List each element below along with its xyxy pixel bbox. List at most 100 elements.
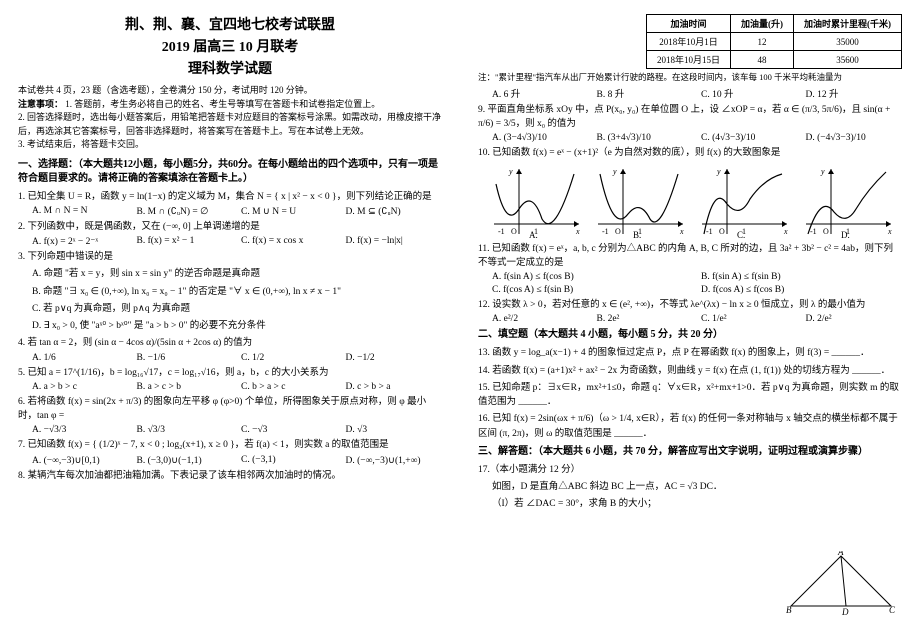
svg-text:y: y <box>612 167 617 176</box>
q8-opts: A. 6 升 B. 8 升 C. 10 升 D. 12 升 <box>492 86 902 100</box>
q6-d: D. √3 <box>346 425 443 435</box>
th-mileage: 加油时累计里程(千米) <box>794 15 902 33</box>
svg-text:-1: -1 <box>602 227 609 236</box>
q7-d: D. (−∞,−3)∪(1,+∞) <box>346 455 443 466</box>
q4-a: A. 1/6 <box>32 353 129 363</box>
instructions: 本试卷共 4 页，23 题（含选考题），全卷满分 150 分，考试用时 120 … <box>18 84 442 152</box>
q12-a: A. e²/2 <box>492 314 589 324</box>
q8-b: B. 8 升 <box>597 86 694 100</box>
q9-opts: A. (3−4√3)/10 B. (3+4√3)/10 C. (4√3−3)/1… <box>492 133 902 143</box>
title-line1: 荆、荆、襄、宜四地七校考试联盟 <box>18 14 442 34</box>
q14: 14. 若函数 f(x) = (a+1)x² + ax² − 2x 为奇函数，则… <box>478 364 902 378</box>
q2-opts: A. f(x) = 2ˣ − 2⁻ˣ B. f(x) = x² − 1 C. f… <box>32 236 442 247</box>
svg-text:A: A <box>837 551 844 557</box>
q5-stem: 5. 已知 a = 17^(1/16)，b = log₁₆√17，c = log… <box>18 366 442 380</box>
svg-text:x: x <box>783 227 788 236</box>
q6-b: B. √3/3 <box>137 425 234 435</box>
q9-b: B. (3+4√3)/10 <box>597 133 694 143</box>
svg-text:x: x <box>575 227 580 236</box>
q8-c: C. 10 升 <box>701 86 798 100</box>
svg-text:B: B <box>786 605 792 615</box>
left-column: 荆、荆、襄、宜四地七校考试联盟 2019 届高三 10 月联考 理科数学试题 本… <box>0 0 460 630</box>
q11-b: B. f(sin A) ≤ f(sin B) <box>701 272 902 282</box>
q3-d: D. ∃ x₀ > 0, 使 "aˣ⁰ > bˣ⁰" 是 "a > b > 0"… <box>32 319 442 333</box>
q13: 13. 函数 y = log_a(x−1) + 4 的图象恒过定点 P，点 P … <box>478 346 902 360</box>
q9-d: D. (−4√3−3)/10 <box>806 133 903 143</box>
q8-d: D. 12 升 <box>806 86 903 100</box>
q17-header: 17.（本小题满分 12 分） <box>478 463 902 477</box>
svg-text:O: O <box>615 227 621 236</box>
section3-title: 三、解答题：（本大题共 6 小题，共 70 分，解答应写出文字说明，证明过程或演… <box>478 445 902 459</box>
q12-stem: 12. 设实数 λ > 0，若对任意的 x ∈ (e², +∞)，不等式 λe^… <box>478 298 902 312</box>
q1-b: B. M ∩ (∁ᵤN) = ∅ <box>137 206 234 217</box>
q17-sub: （I）若 ∠DAC = 30°，求角 B 的大小； <box>492 497 902 511</box>
q11-a: A. f(sin A) ≤ f(cos B) <box>492 272 693 282</box>
q5-c: C. b > a > c <box>241 382 338 392</box>
r1c3: 35000 <box>794 33 902 51</box>
q1-opts: A. M ∩ N = N B. M ∩ (∁ᵤN) = ∅ C. M ∪ N =… <box>32 206 442 217</box>
q10-stem: 10. 已知函数 f(x) = eˣ − (x+1)²（e 为自然对数的底），则… <box>478 146 902 160</box>
q6-c: C. −√3 <box>241 425 338 435</box>
svg-text:-1: -1 <box>810 227 817 236</box>
q11-stem: 11. 已知函数 f(x) = eˣ，a, b, c 分别为△ABC 的内角 A… <box>478 242 902 271</box>
q9-a: A. (3−4√3)/10 <box>492 133 589 143</box>
section1-title: 一、选择题：（本大题共12小题，每小题5分，共60分。在每小题给出的四个选项中，… <box>18 158 442 186</box>
instr-2: 2. 回答选择题时，选出每小题答案后，用铅笔把答题卡对应题目的答案标号涂黑。如需… <box>18 111 442 138</box>
q11-d: D. f(cos A) ≤ f(cos B) <box>701 285 902 295</box>
title-line2: 2019 届高三 10 月联考 <box>18 36 442 56</box>
q11-opts2: C. f(cos A) ≤ f(sin B) D. f(cos A) ≤ f(c… <box>492 285 902 295</box>
q8-note: 注："累计里程"指汽车从出厂开始累计行驶的路程。在这段时间内，该车每 100 千… <box>478 72 902 84</box>
svg-text:O: O <box>719 227 725 236</box>
q2-a: A. f(x) = 2ˣ − 2⁻ˣ <box>32 236 129 247</box>
right-column: 加油时间 加油量(升) 加油时累计里程(千米) 2018年10月1日 12 35… <box>460 0 920 630</box>
triangle-figure: A B D C <box>786 551 896 616</box>
q3-b: B. 命题 "∃ x₀ ∈ (0,+∞), ln x₀ = x₀ − 1" 的否… <box>32 285 442 299</box>
q1-stem: 1. 已知全集 U = R，函数 y = ln(1−x) 的定义域为 M，集合 … <box>18 190 442 204</box>
q10-graphs: xy O-11 A. xy O-11 B. xy O-11 C. xy O-11 <box>478 164 902 239</box>
q2-c: C. f(x) = x cos x <box>241 236 338 247</box>
svg-text:B.: B. <box>633 230 641 239</box>
q7-c: C. (−3,1) <box>241 455 338 466</box>
q7-b: B. (−3,0)∪(−1,1) <box>137 455 234 466</box>
q5-b: B. a > c > b <box>137 382 234 392</box>
svg-text:D: D <box>841 607 849 616</box>
q9-stem: 9. 平面直角坐标系 xOy 中，点 P(x₀, y₀) 在单位圆 O 上，设 … <box>478 103 902 132</box>
q2-d: D. f(x) = −ln|x| <box>346 236 443 247</box>
q7-a: A. (−∞,−3)∪[0,1) <box>32 455 129 466</box>
svg-text:O: O <box>823 227 829 236</box>
r2c3: 35600 <box>794 51 902 69</box>
q12-d: D. 2/e² <box>806 314 903 324</box>
q6-stem: 6. 若将函数 f(x) = sin(2x + π/3) 的图象向左平移 φ (… <box>18 395 442 424</box>
svg-text:y: y <box>820 167 825 176</box>
title-line3: 理科数学试题 <box>18 58 442 78</box>
q4-d: D. −1/2 <box>346 353 443 363</box>
q7-opts: A. (−∞,−3)∪[0,1) B. (−3,0)∪(−1,1) C. (−3… <box>32 455 442 466</box>
q17-body: 如图，D 是直角△ABC 斜边 BC 上一点，AC = √3 DC． <box>492 480 902 494</box>
th-amount: 加油量(升) <box>731 15 794 33</box>
q5-a: A. a > b > c <box>32 382 129 392</box>
q4-c: C. 1/2 <box>241 353 338 363</box>
q12-b: B. 2e² <box>597 314 694 324</box>
overview: 本试卷共 4 页，23 题（含选考题），全卷满分 150 分，考试用时 120 … <box>18 84 442 98</box>
q5-d: D. c > b > a <box>346 382 443 392</box>
q4-b: B. −1/6 <box>137 353 234 363</box>
q11-opts: A. f(sin A) ≤ f(cos B) B. f(sin A) ≤ f(s… <box>492 272 902 282</box>
q8-a: A. 6 升 <box>492 86 589 100</box>
q3-stem: 3. 下列命题中错误的是 <box>18 250 442 264</box>
r2c2: 48 <box>731 51 794 69</box>
svg-text:A.: A. <box>529 230 538 239</box>
q7-stem: 7. 已知函数 f(x) = { (1/2)ˣ − 7, x < 0 ; log… <box>18 438 442 452</box>
svg-text:-1: -1 <box>498 227 505 236</box>
q4-stem: 4. 若 tan α = 2，则 (sin α − 4cos α)/(5sin … <box>18 336 442 350</box>
q3-c: C. 若 p∨q 为真命题，则 p∧q 为真命题 <box>32 302 442 316</box>
q3-a: A. 命题 "若 x = y，则 sin x = sin y" 的逆否命题是真命… <box>32 267 442 281</box>
q9-c: C. (4√3−3)/10 <box>701 133 798 143</box>
instr-3: 3. 考试结束后，将答题卡交回。 <box>18 138 442 152</box>
instr-1: 1. 答题前，考生务必将自己的姓名、考生号等填写在答题卡和试卷指定位置上。 <box>65 99 380 109</box>
graph-a: xy O-11 A. <box>484 164 584 239</box>
graph-d: xy O-11 D. <box>796 164 896 239</box>
q11-c: C. f(cos A) ≤ f(sin B) <box>492 285 693 295</box>
section2-title: 二、填空题（本大题共 4 小题，每小题 5 分，共 20 分） <box>478 328 902 342</box>
q4-opts: A. 1/6 B. −1/6 C. 1/2 D. −1/2 <box>32 353 442 363</box>
th-time: 加油时间 <box>646 15 730 33</box>
